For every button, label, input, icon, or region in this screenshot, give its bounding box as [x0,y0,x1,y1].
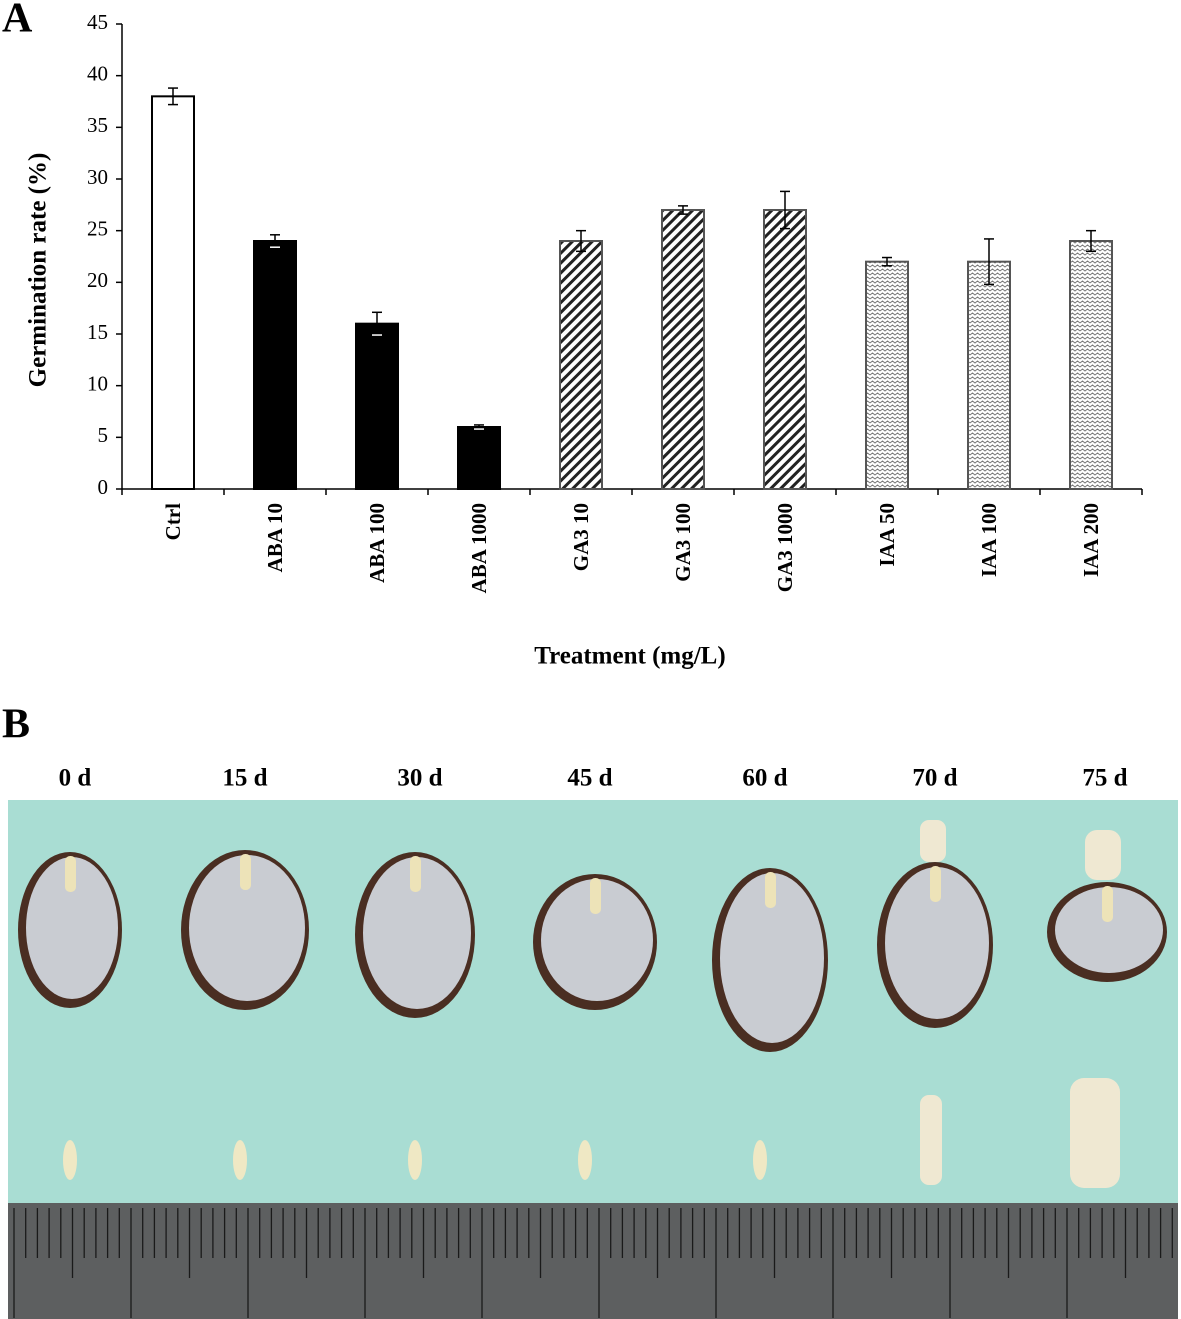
embryo [240,854,251,890]
bar [253,240,297,490]
seed-endosperm [885,867,989,1019]
y-tick-label: 5 [98,423,109,447]
excised-embryo [753,1140,767,1180]
x-tick-label: GA3 1000 [773,503,797,592]
x-tick-label: IAA 50 [875,503,899,567]
day-label: 15 d [222,765,267,792]
y-tick-label: 15 [87,320,108,344]
y-tick-label: 20 [87,268,108,292]
error-bar [168,87,178,106]
x-tick-label: GA3 100 [671,503,695,582]
y-tick-label: 30 [87,165,108,189]
y-axis-title: Germination rate (%) [25,153,52,388]
error-bar [474,424,484,430]
embryo [765,872,776,908]
bar [1069,240,1113,490]
day-label: 30 d [397,765,442,792]
x-tick-label: IAA 100 [977,503,1001,577]
seed-endosperm [363,857,471,1009]
photo [13,820,1173,1318]
y-tick-label: 0 [98,475,109,499]
seed-endosperm [26,857,118,999]
error-bar [984,238,994,286]
bar [865,260,909,490]
seed-endosperm [189,855,305,1001]
x-tick-label: ABA 100 [365,503,389,583]
bar [151,95,195,490]
error-bar [678,205,688,215]
seedling [1070,1078,1120,1188]
seed-endosperm [720,873,824,1043]
seedling [920,1095,942,1185]
seed-endosperm [1055,887,1163,973]
error-bar [576,229,586,253]
bar [661,209,705,490]
bar [457,426,501,490]
bar [559,240,603,490]
panel-label: B [2,702,30,748]
excised-embryo [63,1140,77,1180]
embryo [1102,886,1113,922]
y-tick-label: 25 [87,216,108,240]
excised-embryo [408,1140,422,1180]
y-tick-label: 10 [87,371,108,395]
day-label: 70 d [912,765,957,792]
panel-label: A [2,0,33,42]
y-tick-label: 45 [87,10,108,34]
x-tick-label: IAA 200 [1079,503,1103,577]
ruler [8,1203,1178,1319]
day-label: 0 d [59,765,92,792]
error-bar [1086,229,1096,253]
embryo [590,878,601,914]
x-tick-label: ABA 10 [263,503,287,572]
y-tick-label: 40 [87,61,108,85]
x-tick-label: GA3 10 [569,503,593,571]
error-bar [270,234,280,248]
bar [763,209,807,490]
embryo [410,856,421,892]
bar [967,260,1011,490]
excised-embryo [578,1140,592,1180]
error-bar [882,256,892,267]
seed-endosperm [541,879,653,1001]
y-tick-label: 35 [87,113,108,137]
day-label: 45 d [567,765,612,792]
x-tick-label: Ctrl [161,503,185,540]
seedling [920,820,946,862]
x-tick-label: ABA 1000 [467,503,491,593]
error-bar [372,311,382,336]
embryo [65,856,76,892]
error-bar [780,190,790,230]
day-label: 60 d [742,765,787,792]
day-label: 75 d [1082,765,1127,792]
embryo [930,866,941,902]
excised-embryo [233,1140,247,1180]
x-axis-title: Treatment (mg/L) [534,643,725,670]
seedling [1085,830,1121,880]
bar [355,322,399,490]
